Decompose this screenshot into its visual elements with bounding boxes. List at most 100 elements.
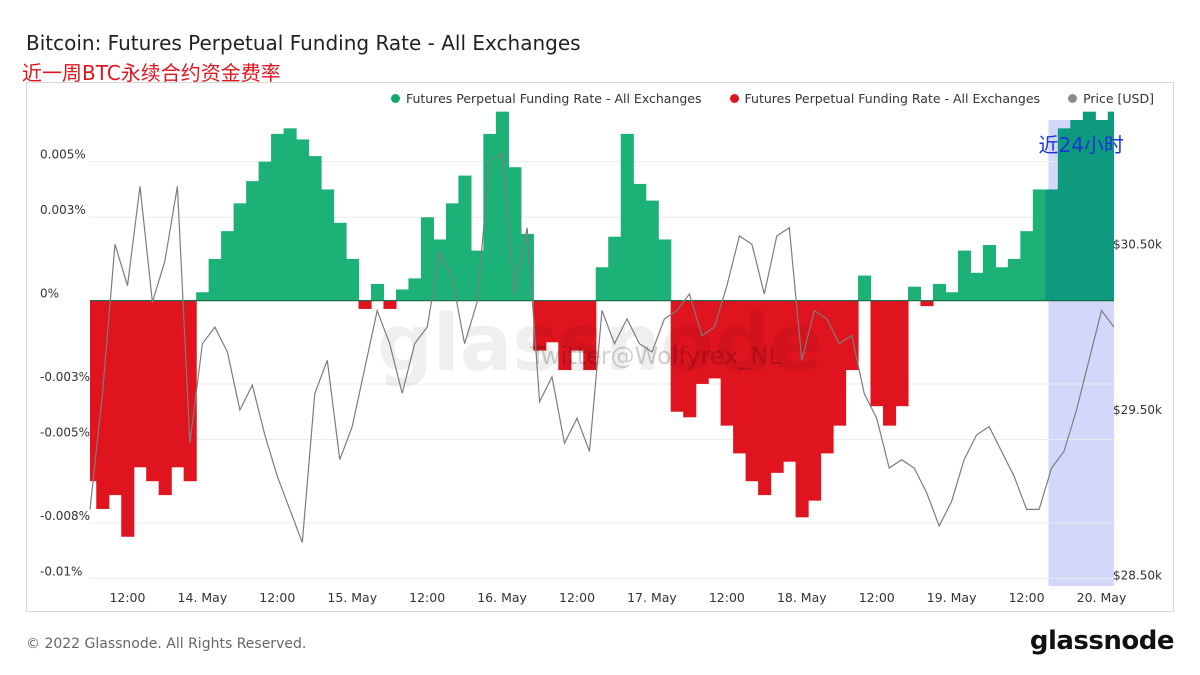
funding-bar-negative (146, 300, 160, 482)
funding-bar-negative (108, 300, 122, 496)
funding-bar-positive (608, 236, 622, 301)
copyright-footer: © 2022 Glassnode. All Rights Reserved. (26, 636, 307, 652)
funding-bar-negative (383, 300, 397, 309)
funding-bar-negative (720, 300, 734, 426)
x-tick-label: 12:00 (259, 590, 295, 605)
funding-bar-negative (783, 300, 797, 462)
legend-item-price[interactable]: Price [USD] (1068, 91, 1154, 106)
funding-bar-positive (283, 128, 297, 301)
funding-bar-negative (545, 300, 559, 343)
legend-dot-red (729, 94, 739, 103)
funding-bar-positive (1070, 120, 1084, 301)
funding-bar-positive (907, 286, 922, 301)
price-line (89, 152, 1115, 543)
left-tick-label: 0.003% (40, 203, 86, 217)
funding-bar-positive (458, 175, 472, 301)
funding-bar-positive (321, 189, 335, 301)
left-tick-label: -0.005% (40, 426, 90, 440)
funding-bar-negative (358, 300, 372, 309)
funding-bar-positive (620, 133, 634, 301)
funding-bar-positive (645, 200, 659, 301)
funding-bar-positive (420, 217, 435, 301)
glassnode-logo: glassnode (1029, 626, 1175, 656)
right-tick-label: $28.50k (1113, 569, 1162, 583)
funding-bar-positive (1020, 231, 1034, 301)
funding-bar-negative (708, 300, 722, 379)
funding-bar-positive (208, 258, 222, 301)
funding-bar-positive (1032, 189, 1046, 301)
funding-bar-negative (583, 300, 597, 371)
funding-bar-positive (233, 203, 247, 301)
legend-dot-gray (1068, 94, 1078, 103)
funding-bar-positive (658, 239, 672, 301)
funding-bar-positive (433, 239, 447, 301)
funding-bar-negative (895, 300, 909, 407)
funding-bar-negative (695, 300, 709, 384)
left-tick-label: -0.003% (40, 370, 90, 384)
x-tick-label: 17. May (627, 590, 677, 605)
funding-bar-positive (246, 181, 260, 301)
legend-label: Price [USD] (1083, 91, 1154, 106)
left-tick-label: 0% (40, 287, 59, 301)
legend-label: Futures Perpetual Funding Rate - All Exc… (744, 91, 1041, 106)
funding-bar-positive (221, 231, 235, 301)
funding-bar-negative (745, 300, 759, 482)
funding-bar-positive (333, 222, 347, 301)
funding-bar-positive (982, 245, 996, 301)
legend-item-funding-positive[interactable]: Futures Perpetual Funding Rate - All Exc… (390, 91, 702, 106)
funding-bar-positive (932, 283, 947, 301)
funding-bar-positive (1082, 111, 1096, 301)
funding-bar-negative (158, 300, 172, 496)
funding-bar-positive (395, 289, 410, 301)
funding-bar-negative (870, 300, 884, 407)
funding-bar-positive (1057, 128, 1071, 301)
funding-bar-negative (670, 300, 684, 412)
funding-bar-negative (795, 300, 809, 518)
chart-title: Bitcoin: Futures Perpetual Funding Rate … (26, 31, 581, 55)
funding-bar-positive (595, 267, 609, 301)
funding-bar-positive (296, 139, 310, 301)
watermark: glassnode (377, 299, 823, 389)
funding-bar-negative (171, 300, 185, 468)
funding-bar-positive (258, 161, 272, 301)
funding-bar-positive (858, 275, 872, 301)
x-tick-label: 12:00 (709, 590, 745, 605)
funding-bar-positive (346, 258, 360, 301)
funding-bar-negative (570, 300, 584, 351)
funding-bar-positive (271, 133, 285, 301)
funding-bar-positive (308, 156, 322, 301)
funding-bar-negative (808, 300, 822, 501)
funding-bar-positive (1095, 120, 1109, 301)
funding-bar-positive (445, 203, 459, 301)
left-tick-label: 0.005% (40, 148, 86, 162)
x-tick-label: 12:00 (859, 590, 895, 605)
funding-bar-positive (483, 133, 497, 301)
right-tick-label: $29.50k (1113, 403, 1162, 417)
highlight-label: 近24小时 (1038, 133, 1123, 157)
funding-bar-negative (833, 300, 847, 426)
funding-bar-negative (820, 300, 834, 454)
funding-bar-negative (882, 300, 897, 426)
funding-bar-negative (920, 300, 934, 307)
funding-bar-negative (183, 300, 197, 482)
x-tick-label: 12:00 (409, 590, 445, 605)
funding-bar-positive (1045, 189, 1059, 301)
right-tick-label: $30.50k (1113, 237, 1162, 251)
funding-bars (90, 111, 1114, 537)
chart-subtitle: 近一周BTC永续合约资金费率 (22, 61, 281, 85)
x-tick-label: 15. May (327, 590, 377, 605)
funding-bar-negative (683, 300, 697, 418)
funding-bar-positive (970, 272, 984, 301)
x-tick-label: 12:00 (109, 590, 145, 605)
x-tick-label: 18. May (777, 590, 827, 605)
legend-label: Futures Perpetual Funding Rate - All Exc… (405, 91, 702, 106)
x-tick-label: 14. May (178, 590, 228, 605)
funding-bar-positive (1107, 111, 1114, 301)
watermark-handle: Twitter@Wolfyrex_NL (529, 342, 782, 370)
funding-bar-negative (121, 300, 135, 537)
x-tick-label: 16. May (477, 590, 527, 605)
funding-bar-positive (508, 167, 522, 301)
x-tick-label: 12:00 (559, 590, 595, 605)
legend-item-funding-negative[interactable]: Futures Perpetual Funding Rate - All Exc… (729, 91, 1041, 106)
